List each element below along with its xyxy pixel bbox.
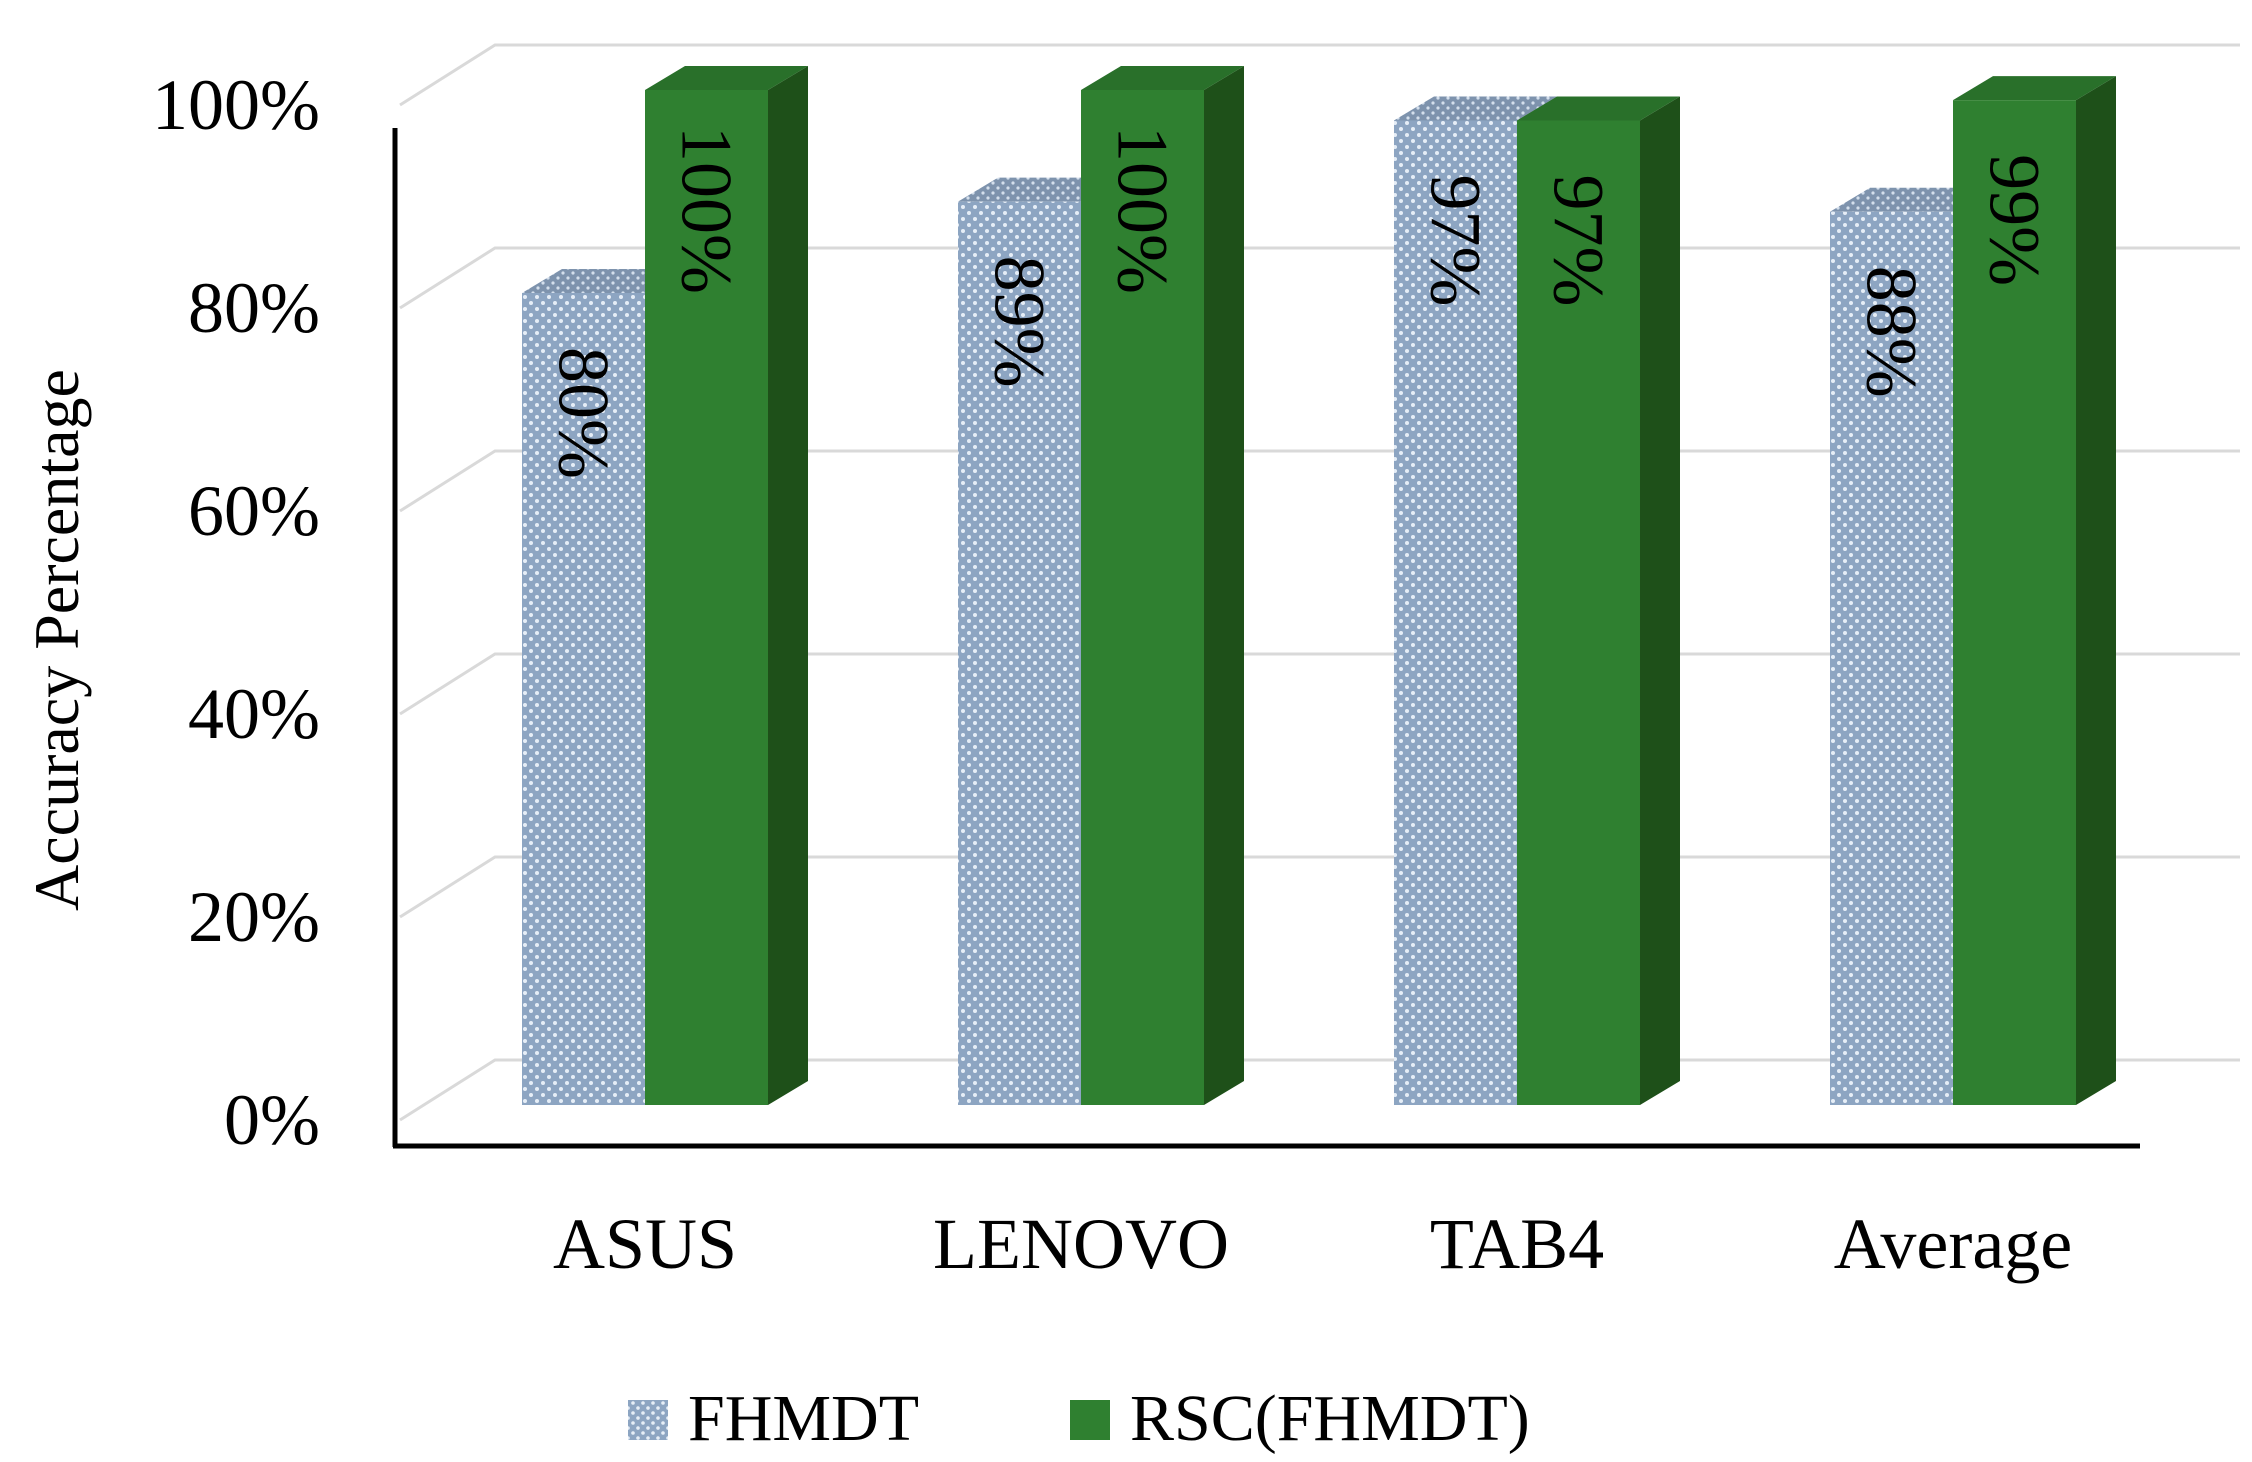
bar-1-0 [645,66,808,1105]
bar-top [1517,96,1680,121]
data-labels: 80% 100% 89% 100% 97% 97% 88% 99% [544,126,2055,479]
bar-front [1517,120,1640,1105]
bar-top [645,66,808,90]
data-label: 100% [667,126,747,294]
data-label: 97% [1539,174,1619,306]
bar-1-2 [1517,96,1680,1105]
y-tick-label: 60% [188,471,320,551]
bar-top [958,177,1121,202]
category-labels: ASUS LENOVO TAB4 Average [553,1204,2072,1284]
data-label: 89% [980,256,1060,388]
bar-side [768,66,808,1105]
bar-1-1 [1081,66,1244,1105]
category-label: TAB4 [1430,1204,1604,1284]
bar-1-3 [1953,76,2116,1105]
y-tick-label: 0% [224,1080,320,1160]
bar-top [522,269,685,293]
y-tick-label: 40% [188,674,320,754]
legend: FHMDT RSC(FHMDT) [628,1382,1530,1455]
data-label: 80% [544,347,624,479]
bar-side [2076,76,2116,1105]
grid-line [399,43,2240,107]
legend-label-rsc-fhmdt: RSC(FHMDT) [1130,1382,1530,1455]
bar-front [958,201,1081,1105]
legend-swatch-rsc-fhmdt [1070,1400,1110,1440]
y-tick-label: 80% [188,268,320,348]
data-label: 88% [1852,266,1932,398]
data-label: 99% [1975,154,2055,286]
bar-front [1830,211,1953,1106]
bar-side [1640,96,1680,1105]
y-tick-label: 100% [152,65,320,145]
bars [522,66,2116,1106]
data-label: 97% [1416,174,1496,306]
bar-front [522,293,645,1105]
axes [392,128,2140,1149]
legend-label-fhmdt: FHMDT [688,1382,919,1455]
bar-front [645,90,768,1105]
bar-side [1204,66,1244,1105]
y-tick-label: 20% [188,877,320,957]
category-label: LENOVO [933,1204,1229,1284]
category-label: ASUS [553,1204,737,1284]
bar-top [1830,187,1993,212]
bar-front [1953,100,2076,1105]
data-label: 100% [1103,126,1183,294]
y-tick-labels: 0% 20% 40% 60% 80% 100% [152,65,320,1160]
category-label: Average [1834,1204,2073,1284]
bar-top [1953,76,2116,101]
bar-top [1081,66,1244,90]
y-axis-title: Accuracy Percentage [21,369,92,911]
bar-front [1394,120,1517,1105]
bar-front [1081,90,1204,1105]
legend-swatch-fhmdt [628,1400,668,1440]
bar-top [1394,96,1557,121]
